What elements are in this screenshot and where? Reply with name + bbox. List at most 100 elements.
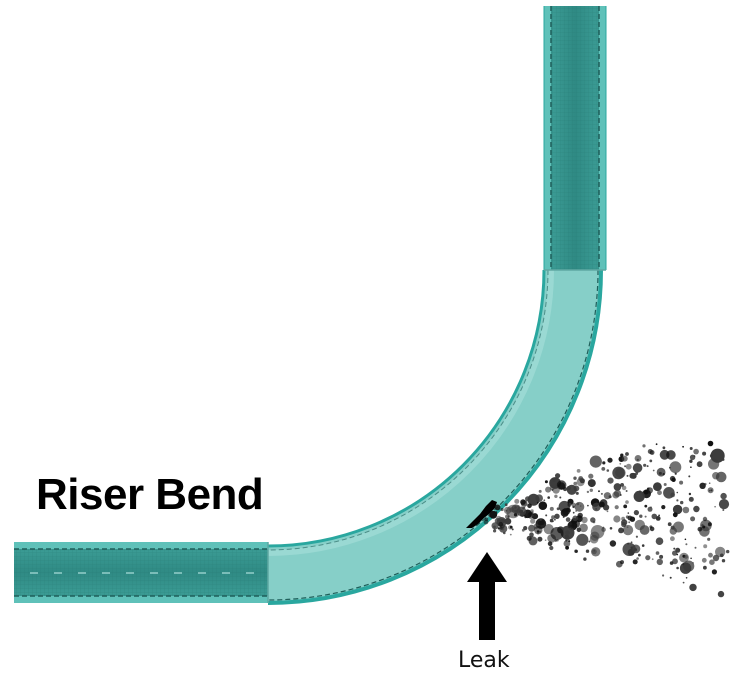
leak-bubble	[607, 477, 614, 484]
leak-bubble	[565, 545, 569, 550]
leak-bubble	[651, 558, 654, 561]
leak-label: Leak	[458, 648, 510, 673]
leak-bubble	[682, 581, 685, 584]
leak-bubble	[609, 540, 617, 547]
leak-bubble	[572, 515, 578, 522]
leak-bubble	[613, 515, 621, 523]
leak-bubble	[565, 539, 568, 542]
leak-bubble	[672, 521, 684, 533]
leak-bubble	[676, 491, 679, 494]
leak-bubble	[685, 543, 688, 546]
diagram-title: Riser Bend	[36, 470, 264, 519]
leak-bubble	[636, 557, 639, 560]
leak-bubble	[694, 546, 697, 549]
leak-bubble	[568, 525, 571, 528]
leak-bubble	[649, 459, 653, 463]
leak-bubble	[624, 519, 626, 522]
horizontal-pipe-section	[14, 542, 268, 603]
leak-bubble	[625, 463, 632, 470]
leak-bubble	[509, 507, 515, 513]
leak-bubble	[670, 536, 675, 542]
leak-bubble	[509, 525, 513, 529]
leak-bubble	[511, 528, 514, 531]
leak-bubble	[718, 499, 730, 510]
leak-bubble	[711, 569, 718, 575]
leak-bubble	[655, 551, 660, 555]
leak-bubble	[573, 481, 577, 486]
leak-bubble	[659, 554, 664, 559]
leak-bubble	[552, 479, 556, 483]
leak-bubble	[539, 518, 542, 521]
leak-bubble	[693, 448, 699, 455]
leak-bubble	[538, 489, 542, 493]
leak-bubble	[632, 463, 643, 473]
leak-bubble	[721, 559, 726, 563]
leak-bubble	[645, 555, 651, 561]
leak-bubble	[672, 512, 678, 518]
leak-bubble	[509, 533, 512, 536]
leak-bubble	[707, 522, 712, 527]
leak-bubble	[669, 576, 672, 579]
leak-bubble	[612, 491, 620, 499]
leak-bubble	[717, 590, 725, 598]
leak-bubble	[663, 487, 675, 499]
leak-bubble	[607, 457, 613, 463]
leak-bubble	[653, 482, 662, 492]
leak-bubble	[671, 477, 676, 482]
leak-bubble	[643, 489, 649, 495]
leak-bubble	[521, 528, 525, 532]
leak-bubble	[576, 533, 589, 546]
leak-bubble	[688, 496, 694, 502]
leak-bubble	[551, 515, 556, 520]
leak-bubble	[504, 518, 512, 525]
leak-bubble	[621, 519, 628, 526]
leak-bubble	[556, 507, 560, 511]
leak-bubble	[702, 516, 708, 522]
leak-bubble	[549, 485, 555, 491]
leak-bubble	[688, 475, 691, 478]
leak-bubble	[663, 483, 667, 486]
leak-bubble	[504, 503, 508, 507]
leak-bubble	[672, 504, 683, 515]
leak-bubble	[527, 503, 532, 509]
leak-bubble	[670, 525, 675, 530]
leak-bubble	[662, 446, 666, 450]
leak-bubble	[556, 539, 559, 542]
leak-bubble	[577, 512, 583, 519]
leak-bubble	[513, 513, 518, 517]
leak-bubble	[603, 492, 612, 500]
leak-bubble	[576, 478, 585, 487]
leak-bubble	[690, 557, 692, 560]
leak-bubble	[526, 535, 532, 541]
leak-bubble	[625, 500, 629, 504]
leak-bubble	[554, 518, 556, 521]
leak-bubble	[583, 557, 587, 561]
leak-bubble	[524, 515, 527, 519]
leak-bubble	[650, 452, 654, 455]
leak-bubble	[500, 507, 504, 512]
leak-bubble	[544, 480, 548, 484]
leak-bubble	[622, 524, 634, 536]
leak-bubble	[683, 560, 695, 572]
leak-bubble	[514, 506, 517, 509]
bend-pipe-section	[267, 269, 606, 605]
leak-bubble	[560, 508, 569, 517]
leak-bubble	[592, 520, 596, 524]
leak-bubble	[570, 524, 575, 529]
leak-bubble	[722, 509, 725, 511]
leak-bubble	[672, 550, 678, 556]
leak-bubble	[535, 494, 543, 503]
leak-bubble	[579, 523, 588, 533]
leak-bubble	[529, 532, 534, 537]
leak-bubble	[503, 506, 512, 515]
leak-bubble	[690, 466, 692, 469]
leak-bubble	[547, 496, 550, 499]
leak-bubble	[672, 558, 678, 565]
leak-bubble	[652, 469, 655, 472]
leak-bubble	[621, 455, 628, 462]
leak-bubble	[689, 583, 697, 592]
leak-bubble	[576, 502, 580, 506]
leak-bubble	[493, 529, 497, 533]
leak-bubble	[520, 512, 524, 516]
